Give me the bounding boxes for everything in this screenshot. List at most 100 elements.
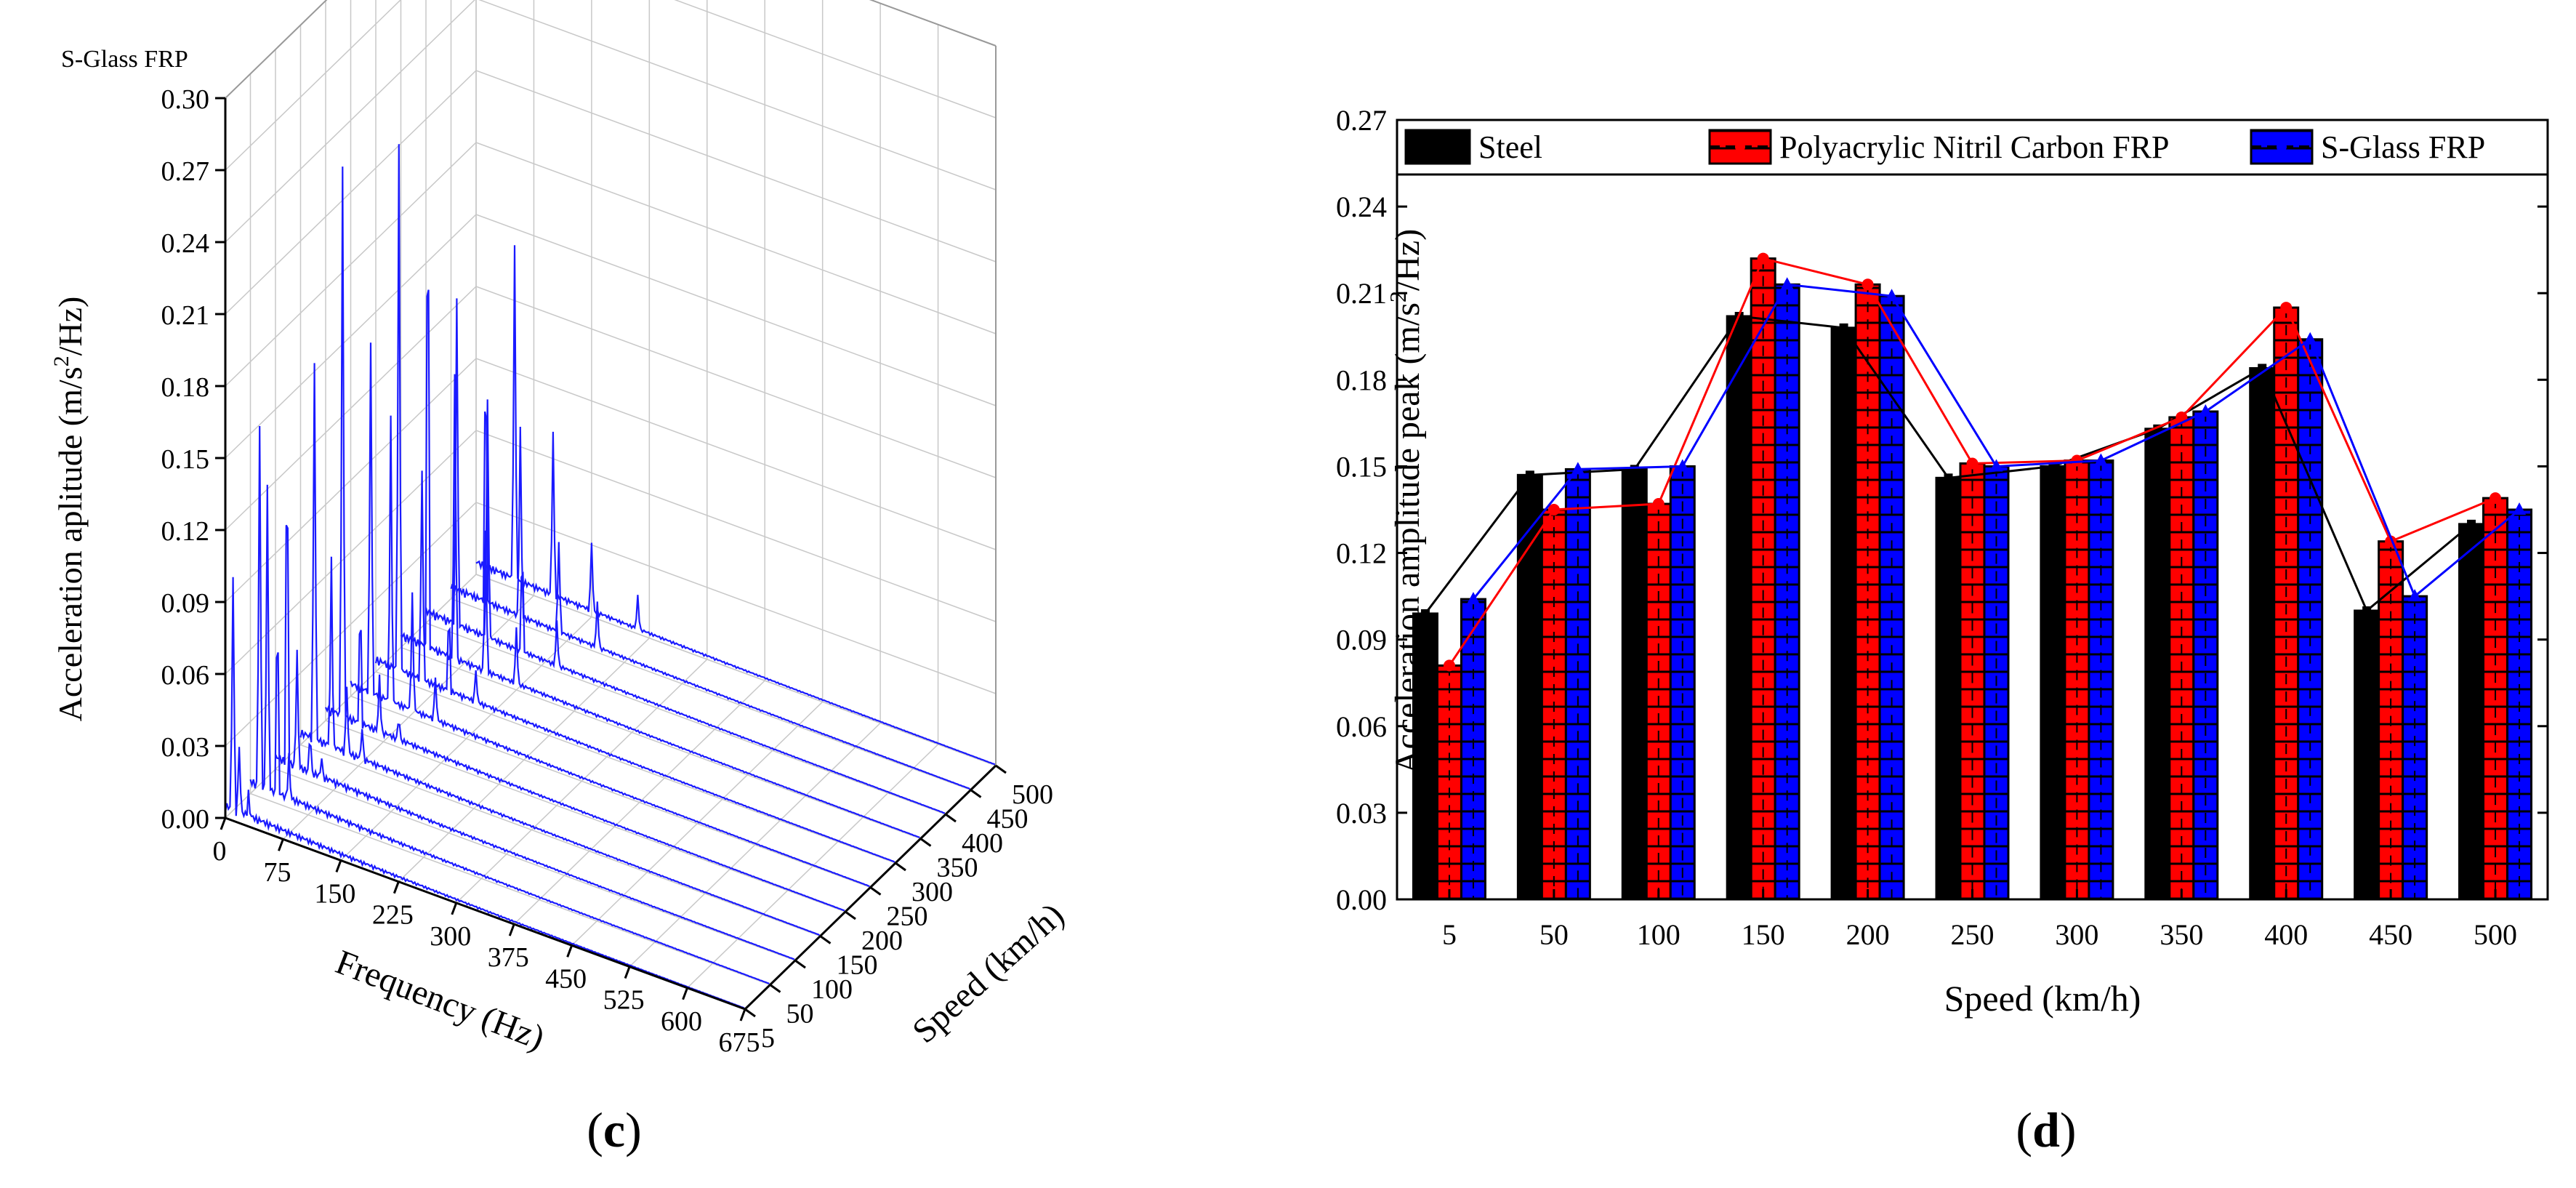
marker-0-2: [1630, 465, 1639, 474]
series-speed-5: [224, 577, 745, 1009]
legend-marker-2: [2277, 142, 2287, 152]
x-tick-label: 400: [2264, 918, 2308, 951]
x-axis-label: Speed (km/h): [1944, 978, 2141, 1019]
marker-1-10: [2490, 492, 2502, 505]
c-axes: 0.00 0.03 0.06 0.09 0.12 0.15 0.18 0.21 0.24 0.27…: [161, 84, 1054, 1058]
marker-2-3: [1780, 277, 1794, 290]
x-tick-label: 5: [1442, 918, 1457, 951]
y-tick-label: 0.27: [161, 156, 210, 187]
z-tick-label: 250: [887, 902, 928, 932]
bar-chart: 0.00 0.03 0.06 0.09 0.12 0.15 0.18 0.21 0.24 0.27…: [1336, 104, 2549, 1019]
series-speed-150: [299, 363, 820, 936]
bar-0-6: [2040, 465, 2066, 901]
x-tick-label: 300: [430, 921, 471, 952]
z-tick: [995, 764, 1007, 774]
marker-1-1: [1547, 504, 1560, 515]
marker-1-6: [2071, 454, 2083, 467]
marker-0-9: [2362, 606, 2372, 615]
marker-1-3: [1757, 252, 1769, 265]
floor-line-speed: [250, 792, 770, 986]
z-tick-label: 400: [962, 828, 1003, 859]
series-speed-400: [424, 298, 946, 814]
marker-2-5: [1989, 459, 2003, 472]
z-tick-label: 300: [911, 877, 953, 907]
x-tick-label: 600: [661, 1006, 702, 1037]
floor-line-speed: [451, 598, 971, 791]
z-tick-label: 100: [811, 974, 853, 1005]
x-tick-label: 500: [2474, 918, 2517, 951]
z-tick: [919, 838, 932, 847]
y-tick-label: 0.06: [161, 660, 210, 691]
x-tick-label: 525: [603, 985, 645, 1016]
legend-box: [1396, 119, 2549, 176]
marker-0-10: [2467, 519, 2476, 529]
legend: Steel Polyacrylic Nitril Carbon FRP S-Glas…: [1396, 119, 2549, 176]
z-tick: [845, 910, 856, 920]
legend-marker-1: [1735, 142, 1745, 152]
caption-c: (c): [587, 1102, 642, 1157]
x-tick-label: 300: [2055, 918, 2098, 951]
legend-label-1: Polyacrylic Nitril Carbon FRP: [1779, 129, 2170, 165]
marker-1-4: [1861, 278, 1874, 291]
bar-0-2: [1621, 467, 1648, 901]
z-tick: [744, 1008, 756, 1018]
y-tick-label: 0.21: [1336, 277, 1387, 310]
x-tick: [566, 944, 573, 958]
z-tick-label: 450: [987, 804, 1029, 835]
bar-0-5: [1935, 476, 1962, 901]
x-tick: [393, 881, 400, 894]
x-tick-label: 375: [488, 942, 529, 973]
z-tick: [970, 789, 982, 798]
x-tick-label: 350: [2160, 918, 2203, 951]
floor-wall-line-freq: [513, 0, 765, 925]
floor-wall-line-freq: [629, 3, 881, 968]
legend-swatch-0: [1404, 129, 1471, 165]
x-tick: [335, 859, 342, 872]
marker-1-7: [2175, 411, 2188, 423]
caption-d: (d): [2016, 1102, 2077, 1157]
x-tick-label: 75: [263, 857, 291, 888]
marker-2-2: [1675, 459, 1689, 472]
panel-d: 0.00 0.03 0.06 0.09 0.12 0.15 0.18 0.21 0.24 0.27…: [1279, 0, 2576, 1188]
marker-0-4: [1839, 323, 1848, 332]
x-axis-line: [225, 816, 746, 1011]
floor-line-speed: [375, 671, 896, 864]
series-speed-50: [249, 425, 770, 984]
x-tick-label: 225: [372, 900, 414, 931]
panel-c: 0.00 0.03 0.06 0.09 0.12 0.15 0.18 0.21 0.24 0.27…: [0, 0, 1279, 1188]
c-series: [224, 144, 996, 1009]
marker-2-10: [2513, 502, 2527, 515]
bar-0-4: [1830, 326, 1857, 901]
marker-2-9: [2408, 589, 2422, 602]
marker-2-4: [1885, 289, 1899, 302]
z-tick: [895, 862, 906, 872]
y-tick-label: 0.21: [161, 300, 210, 331]
x-tick: [739, 1008, 746, 1022]
y-tick-label: 0.12: [1336, 537, 1387, 570]
marker-1-0: [1443, 659, 1455, 672]
bar-0-8: [2249, 366, 2276, 901]
floor-line-speed: [425, 622, 946, 815]
floor-wall-line-freq: [340, 0, 592, 861]
z-tick-label: 150: [837, 950, 878, 981]
z-tick: [794, 959, 806, 969]
marker-1-8: [2280, 302, 2293, 314]
floor-wall-line-freq: [282, 0, 535, 840]
y-tick-label: 0.00: [161, 804, 210, 835]
z-tick: [869, 886, 882, 896]
box-edge: [225, 0, 328, 99]
y-tick-label: 0.00: [1336, 883, 1387, 916]
floor-line-speed: [325, 720, 846, 912]
y-tick-label: 0.03: [1336, 797, 1387, 830]
z-tick-label: 200: [861, 926, 903, 956]
bar-2-9: [2402, 595, 2428, 901]
floor-wall-line-freq: [456, 0, 708, 904]
x-tick: [624, 966, 631, 979]
x-tick: [451, 902, 458, 915]
x-tick: [508, 923, 515, 936]
x-tick-label: 50: [1539, 918, 1569, 951]
floor-line-speed: [300, 744, 821, 937]
y-axis-label: Acceleration amplitude peak (m/s2/Hz): [1385, 229, 1427, 774]
marker-2-6: [2094, 453, 2108, 466]
legend-label-2: S-Glass FRP: [2321, 129, 2485, 165]
